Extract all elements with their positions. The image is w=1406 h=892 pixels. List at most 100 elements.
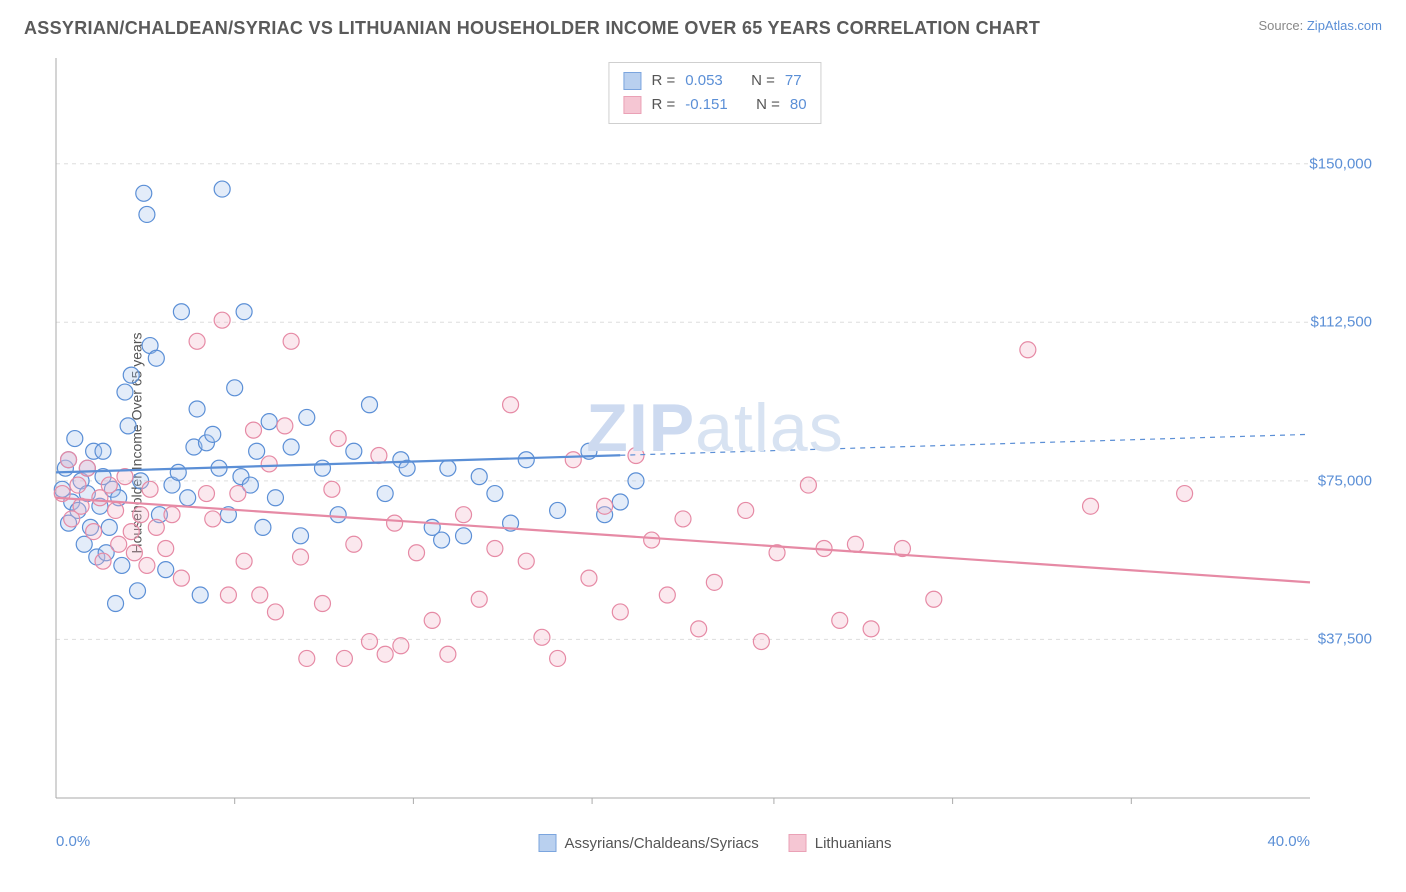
data-point <box>158 562 174 578</box>
data-point <box>61 452 77 468</box>
data-point <box>659 587 675 603</box>
data-point <box>753 634 769 650</box>
source-link[interactable]: ZipAtlas.com <box>1307 18 1382 33</box>
data-point <box>456 507 472 523</box>
data-point <box>628 473 644 489</box>
data-point <box>1177 486 1193 502</box>
data-point <box>86 524 102 540</box>
legend-r-value: -0.151 <box>685 93 728 117</box>
series-legend-item: Assyrians/Chaldeans/Syriacs <box>539 834 759 852</box>
data-point <box>214 312 230 328</box>
data-point <box>863 621 879 637</box>
data-point <box>387 515 403 531</box>
data-point <box>597 498 613 514</box>
data-point <box>518 553 534 569</box>
data-point <box>120 418 136 434</box>
trend-line <box>56 455 620 472</box>
data-point <box>108 502 124 518</box>
legend-n-value: 80 <box>790 93 807 117</box>
data-point <box>487 486 503 502</box>
data-point <box>409 545 425 561</box>
data-point <box>192 587 208 603</box>
data-point <box>362 397 378 413</box>
data-point <box>236 304 252 320</box>
data-point <box>67 431 83 447</box>
data-point <box>198 486 214 502</box>
legend-swatch <box>539 834 557 852</box>
data-point <box>230 486 246 502</box>
trend-line-extrapolated <box>620 434 1310 455</box>
data-point <box>926 591 942 607</box>
data-point <box>148 519 164 535</box>
series-legend: Assyrians/Chaldeans/Syriacs Lithuanians <box>539 834 892 852</box>
data-point <box>299 409 315 425</box>
data-point <box>800 477 816 493</box>
data-point <box>293 528 309 544</box>
legend-row: R = 0.053 N = 77 <box>623 69 806 93</box>
data-point <box>70 477 86 493</box>
data-point <box>371 447 387 463</box>
data-point <box>377 486 393 502</box>
data-point <box>377 646 393 662</box>
data-point <box>173 304 189 320</box>
chart-area: Householder Income Over 65 years ZIPatla… <box>50 58 1380 828</box>
data-point <box>581 570 597 586</box>
data-point <box>123 367 139 383</box>
data-point <box>346 536 362 552</box>
data-point <box>691 621 707 637</box>
data-point <box>487 541 503 557</box>
data-point <box>550 502 566 518</box>
scatter-plot <box>50 58 1380 828</box>
data-point <box>170 464 186 480</box>
chart-title: ASSYRIAN/CHALDEAN/SYRIAC VS LITHUANIAN H… <box>24 18 1040 39</box>
data-point <box>142 481 158 497</box>
data-point <box>79 460 95 476</box>
data-point <box>277 418 293 434</box>
data-point <box>612 604 628 620</box>
data-point <box>101 477 117 493</box>
data-point <box>283 439 299 455</box>
data-point <box>503 397 519 413</box>
data-point <box>330 507 346 523</box>
data-point <box>267 490 283 506</box>
correlation-legend: R = 0.053 N = 77 R = -0.151 N = 80 <box>608 62 821 124</box>
data-point <box>158 541 174 557</box>
data-point <box>1083 498 1099 514</box>
data-point <box>139 206 155 222</box>
data-point <box>434 532 450 548</box>
data-point <box>111 536 127 552</box>
data-point <box>346 443 362 459</box>
data-point <box>108 595 124 611</box>
y-tick-label: $75,000 <box>1318 472 1372 489</box>
legend-swatch <box>789 834 807 852</box>
data-point <box>164 507 180 523</box>
y-tick-label: $150,000 <box>1309 155 1372 172</box>
data-point <box>114 557 130 573</box>
data-point <box>565 452 581 468</box>
data-point <box>1020 342 1036 358</box>
y-tick-label: $37,500 <box>1318 631 1372 648</box>
data-point <box>518 452 534 468</box>
data-point <box>330 431 346 447</box>
x-tick-label: 40.0% <box>1267 833 1310 850</box>
legend-n-label: N = <box>751 69 775 93</box>
data-point <box>255 519 271 535</box>
data-point <box>534 629 550 645</box>
data-point <box>440 646 456 662</box>
data-point <box>424 612 440 628</box>
data-point <box>227 380 243 396</box>
data-point <box>261 456 277 472</box>
data-point <box>440 460 456 476</box>
data-point <box>95 443 111 459</box>
series-name: Lithuanians <box>815 835 892 852</box>
data-point <box>336 650 352 666</box>
data-point <box>706 574 722 590</box>
data-point <box>267 604 283 620</box>
data-point <box>675 511 691 527</box>
data-point <box>324 481 340 497</box>
data-point <box>283 333 299 349</box>
data-point <box>180 490 196 506</box>
data-point <box>299 650 315 666</box>
data-point <box>220 587 236 603</box>
legend-n-label: N = <box>756 93 780 117</box>
